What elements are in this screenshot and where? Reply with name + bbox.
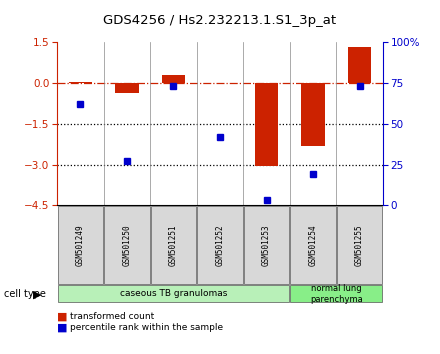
Text: percentile rank within the sample: percentile rank within the sample xyxy=(70,323,224,332)
Bar xyxy=(104,206,150,284)
Bar xyxy=(290,285,382,302)
Bar xyxy=(58,285,290,302)
Bar xyxy=(69,82,92,83)
Bar xyxy=(337,206,382,284)
Text: GSM501254: GSM501254 xyxy=(308,224,318,266)
Text: cell type: cell type xyxy=(4,289,46,299)
Text: normal lung
parenchyma: normal lung parenchyma xyxy=(310,284,363,303)
Bar xyxy=(197,206,243,284)
Text: GSM501252: GSM501252 xyxy=(216,224,224,266)
Text: GDS4256 / Hs2.232213.1.S1_3p_at: GDS4256 / Hs2.232213.1.S1_3p_at xyxy=(103,14,337,27)
Text: GSM501250: GSM501250 xyxy=(122,224,132,266)
Bar xyxy=(301,83,325,145)
Bar xyxy=(348,46,371,83)
Text: ■: ■ xyxy=(57,312,68,322)
Bar xyxy=(162,75,185,83)
Text: GSM501249: GSM501249 xyxy=(76,224,85,266)
Text: GSM501253: GSM501253 xyxy=(262,224,271,266)
Bar xyxy=(255,83,278,166)
Text: GSM501255: GSM501255 xyxy=(355,224,364,266)
Bar xyxy=(58,206,103,284)
Bar xyxy=(115,83,139,93)
Text: ■: ■ xyxy=(57,322,68,332)
Text: transformed count: transformed count xyxy=(70,312,154,321)
Text: caseous TB granulomas: caseous TB granulomas xyxy=(120,289,227,298)
Text: GSM501251: GSM501251 xyxy=(169,224,178,266)
Text: ▶: ▶ xyxy=(33,290,42,300)
Bar xyxy=(244,206,290,284)
Bar xyxy=(290,206,336,284)
Bar xyxy=(150,206,196,284)
